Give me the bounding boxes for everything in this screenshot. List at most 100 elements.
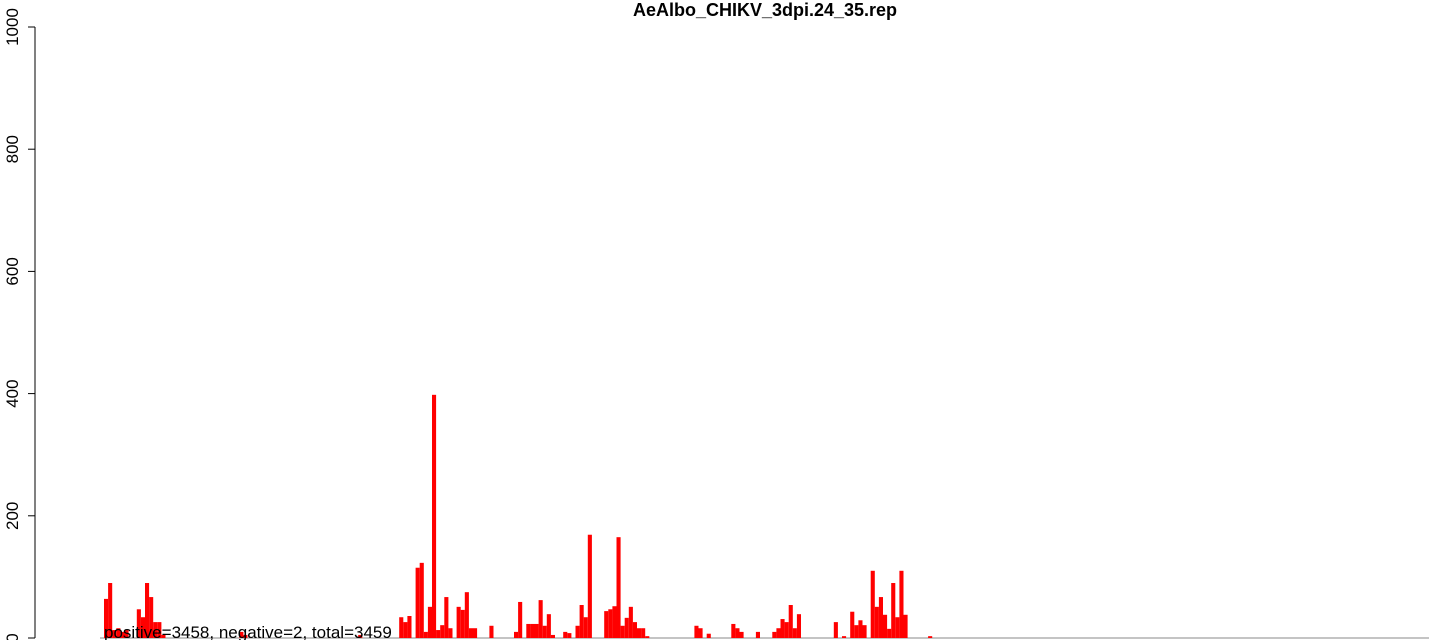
bar: [448, 628, 453, 638]
bar: [473, 628, 478, 638]
bar: [542, 625, 547, 638]
bar: [399, 617, 404, 638]
bar: [468, 628, 473, 638]
bar: [534, 623, 539, 638]
bar: [899, 570, 904, 638]
bar: [854, 625, 859, 638]
bar: [878, 597, 883, 638]
bar: [407, 616, 412, 638]
bar: [112, 630, 117, 638]
bar: [739, 631, 744, 638]
bar: [575, 625, 580, 638]
bar: [161, 634, 166, 638]
bar: [124, 630, 129, 638]
bar: [641, 628, 646, 638]
bar: [546, 614, 551, 638]
bar: [616, 537, 621, 638]
bar: [833, 622, 838, 638]
bar: [637, 628, 642, 638]
bar: [423, 631, 428, 638]
bar: [436, 630, 441, 638]
bar: [694, 625, 699, 638]
bar: [403, 622, 408, 638]
bar: [427, 606, 432, 638]
bar: [120, 631, 125, 638]
bar: [632, 622, 637, 638]
bar: [870, 570, 875, 638]
bar: [755, 631, 760, 638]
bar: [440, 625, 445, 638]
bar: [780, 619, 785, 638]
bar: [444, 597, 449, 638]
bar: [567, 633, 572, 638]
bar: [145, 583, 150, 638]
bar: [456, 606, 461, 638]
bar: [243, 634, 248, 638]
bar: [464, 592, 469, 638]
bar: [140, 617, 145, 638]
bar: [538, 600, 543, 638]
bar: [891, 583, 896, 638]
y-tick-label: 1000: [3, 8, 22, 46]
bar: [731, 623, 736, 638]
bar: [796, 614, 801, 638]
bar: [419, 562, 424, 638]
chart-title: AeAlbo_CHIKV_3dpi.24_35.rep: [633, 0, 897, 20]
bar: [136, 609, 141, 638]
bar: [903, 614, 908, 638]
y-tick-label: 400: [3, 379, 22, 407]
bar: [624, 617, 629, 638]
bar: [874, 606, 879, 638]
bar: [358, 634, 363, 638]
bar: [489, 625, 494, 638]
bar: [518, 601, 523, 638]
bar: [928, 636, 933, 638]
bar: [579, 605, 584, 638]
bar: [108, 583, 113, 638]
bar: [514, 631, 519, 638]
bar: [645, 636, 650, 638]
bar: [776, 628, 781, 638]
y-tick-label: 200: [3, 502, 22, 530]
bar: [583, 617, 588, 638]
bar: [239, 631, 244, 638]
bar: [792, 628, 797, 638]
bar: [858, 620, 863, 638]
bar: [698, 628, 703, 638]
bar: [883, 614, 888, 638]
bar: [157, 622, 162, 638]
bar: [530, 623, 535, 638]
y-tick-label: 800: [3, 135, 22, 163]
bar: [895, 617, 900, 638]
y-tick-label: 600: [3, 257, 22, 285]
bar: [850, 611, 855, 638]
bar: [772, 631, 777, 638]
bar: [563, 631, 568, 638]
bar: [706, 633, 711, 638]
bar: [788, 605, 793, 638]
bar: [784, 622, 789, 638]
bar: [415, 567, 420, 638]
bar: [887, 628, 892, 638]
bar: [153, 622, 158, 638]
bar: [149, 597, 154, 638]
bar: [104, 598, 109, 638]
bar: [526, 623, 531, 638]
bar: [604, 611, 609, 638]
bar: [116, 628, 121, 638]
bar: [862, 625, 867, 638]
bar: [735, 628, 740, 638]
bar: [432, 394, 437, 638]
bar: [842, 636, 847, 638]
annotation: positive=3458, negative=2, total=3459: [104, 623, 392, 640]
y-tick-label: 0: [3, 633, 22, 640]
bar: [612, 606, 617, 638]
bar: [550, 634, 555, 638]
bar: [620, 625, 625, 638]
bar: [460, 609, 465, 638]
bar: [608, 609, 613, 638]
bar: [628, 606, 633, 638]
bar: [587, 534, 592, 638]
